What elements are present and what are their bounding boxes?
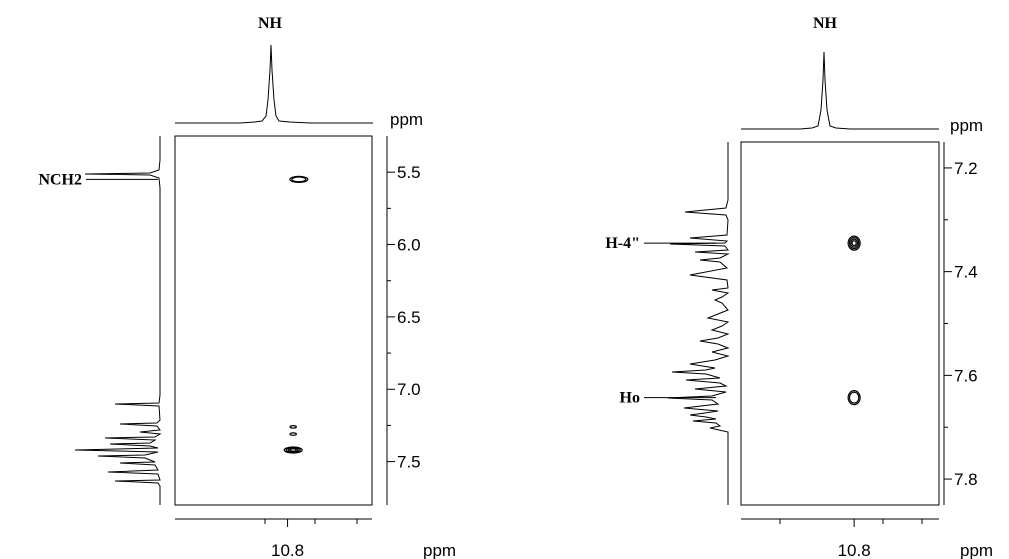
bottom-axis-unit-right: ppm: [960, 541, 993, 559]
y-tick-label: 7.5: [397, 453, 421, 472]
cross-peaks-right: [847, 235, 861, 406]
side-label: NCH2: [38, 171, 82, 188]
plot-frame-left: [174, 135, 373, 506]
side-label: Ho: [620, 390, 640, 407]
contour-ring: [847, 390, 861, 406]
side-label: H-4": [605, 235, 640, 252]
y-tick-label: 7.2: [954, 159, 978, 178]
right-axis-ticks-right: 7.2 7.4 7.6 7.8: [944, 159, 978, 489]
top-projection-right: [741, 51, 939, 130]
y-tick-label: 7.8: [954, 470, 978, 489]
cross-peak: [289, 432, 297, 436]
cross-peak: [289, 425, 297, 429]
top-projection-label-right: NH: [813, 15, 838, 32]
contour-ring: [283, 446, 303, 454]
panel-right: NH ppm 7.2 7.4 7.6 7.8 10.8 ppm H-4" Ho: [605, 15, 993, 559]
right-axis-ticks-left: 5.5 6.0 6.5 7.0 7.5: [387, 163, 421, 472]
y-tick-label: 6.5: [397, 308, 421, 327]
contour-ring: [851, 240, 857, 247]
bottom-axis-unit-left: ppm: [423, 541, 456, 559]
contour-ring: [289, 432, 297, 436]
top-axis-unit-right: ppm: [950, 116, 983, 135]
contour-ring: [289, 425, 297, 429]
cross-peak: [289, 175, 309, 184]
y-tick-label: 7.4: [954, 263, 978, 282]
top-projection-label-left: NH: [258, 15, 283, 32]
contour-ring: [848, 391, 860, 404]
contour-ring: [291, 176, 307, 183]
side-labels-left: NCH2: [38, 171, 158, 188]
x-tick-label: 10.8: [271, 541, 304, 559]
cross-peak: [847, 390, 861, 406]
side-labels-right: H-4" Ho: [605, 235, 716, 407]
top-axis-unit-left: ppm: [390, 110, 423, 129]
contour-ring: [850, 238, 859, 248]
plot-frame-right: [740, 141, 940, 506]
contour-ring: [289, 448, 297, 452]
left-projection-right: [667, 142, 730, 505]
panel-left: NH ppm 5.5 6.0 6.5 7.0 7.5 10.8 ppm NCH2: [38, 15, 456, 559]
y-tick-label: 7.6: [954, 366, 978, 385]
cross-peak: [847, 235, 861, 251]
left-projection-left: [74, 136, 162, 505]
y-tick-label: 6.0: [397, 236, 421, 255]
contour-ring: [847, 235, 861, 251]
x-tick-label: 10.8: [838, 541, 871, 559]
cross-peaks-left: [283, 175, 309, 454]
y-tick-label: 7.0: [397, 380, 421, 399]
contour-ring: [848, 237, 860, 250]
y-tick-label: 5.5: [397, 163, 421, 182]
contour-ring: [289, 175, 309, 184]
bottom-axis-ticks-right: 10.8: [779, 519, 923, 559]
contour-ring: [285, 447, 301, 453]
top-projection-left: [175, 44, 373, 124]
cross-peak: [283, 446, 303, 454]
bottom-axis-ticks-left: 10.8: [264, 519, 358, 559]
